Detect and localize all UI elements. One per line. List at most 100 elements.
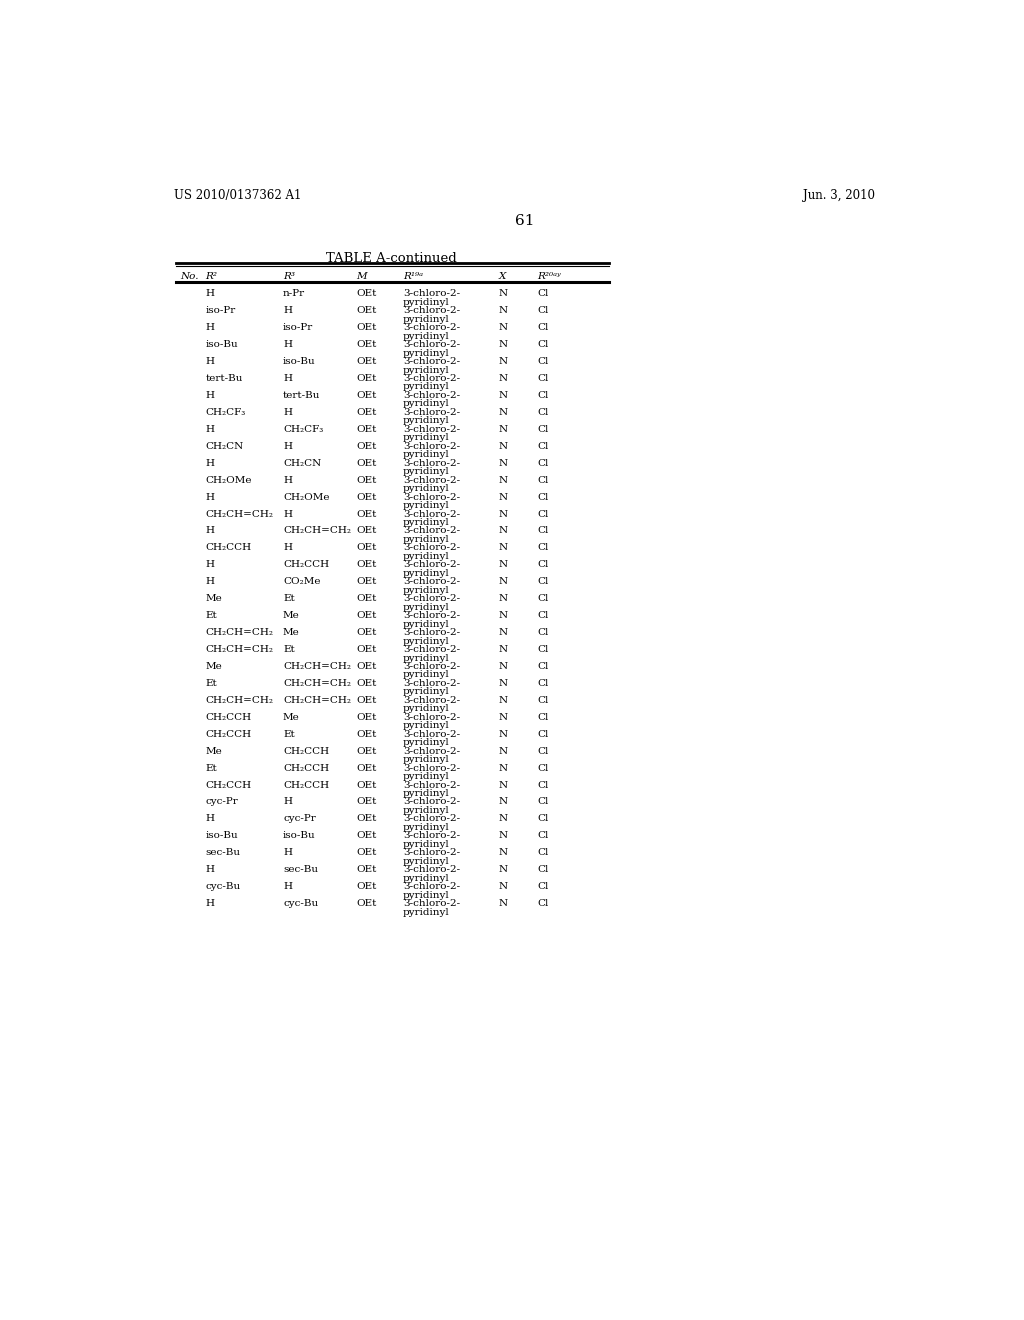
Text: Et: Et: [206, 611, 217, 620]
Text: OEt: OEt: [356, 475, 377, 484]
Text: CH₂CCH: CH₂CCH: [206, 730, 252, 739]
Text: CH₂CF₃: CH₂CF₃: [283, 425, 324, 434]
Text: Cl: Cl: [538, 696, 549, 705]
Text: Cl: Cl: [538, 391, 549, 400]
Text: cyc-Pr: cyc-Pr: [206, 797, 239, 807]
Text: Cl: Cl: [538, 763, 549, 772]
Text: N: N: [499, 763, 508, 772]
Text: 3-chloro-2-: 3-chloro-2-: [403, 713, 460, 722]
Text: 3-chloro-2-: 3-chloro-2-: [403, 611, 460, 620]
Text: pyridinyl: pyridinyl: [403, 738, 450, 747]
Text: Cl: Cl: [538, 492, 549, 502]
Text: cyc-Bu: cyc-Bu: [283, 899, 318, 908]
Text: OEt: OEt: [356, 678, 377, 688]
Text: N: N: [499, 678, 508, 688]
Text: Cl: Cl: [538, 358, 549, 366]
Text: Cl: Cl: [538, 341, 549, 348]
Text: R¹⁹ᵃ: R¹⁹ᵃ: [403, 272, 423, 281]
Text: iso-Bu: iso-Bu: [206, 341, 239, 348]
Text: R³: R³: [283, 272, 295, 281]
Text: Cl: Cl: [538, 797, 549, 807]
Text: CH₂CCH: CH₂CCH: [206, 780, 252, 789]
Text: pyridinyl: pyridinyl: [403, 840, 450, 849]
Text: 3-chloro-2-: 3-chloro-2-: [403, 780, 460, 789]
Text: H: H: [206, 289, 214, 298]
Text: 3-chloro-2-: 3-chloro-2-: [403, 882, 460, 891]
Text: N: N: [499, 341, 508, 348]
Text: Me: Me: [206, 594, 222, 603]
Text: OEt: OEt: [356, 459, 377, 467]
Text: 3-chloro-2-: 3-chloro-2-: [403, 306, 460, 315]
Text: pyridinyl: pyridinyl: [403, 755, 450, 764]
Text: Jun. 3, 2010: Jun. 3, 2010: [803, 189, 876, 202]
Text: iso-Bu: iso-Bu: [283, 358, 315, 366]
Text: 3-chloro-2-: 3-chloro-2-: [403, 678, 460, 688]
Text: 3-chloro-2-: 3-chloro-2-: [403, 814, 460, 824]
Text: CH₂CCH: CH₂CCH: [283, 561, 329, 569]
Text: OEt: OEt: [356, 442, 377, 450]
Text: OEt: OEt: [356, 492, 377, 502]
Text: OEt: OEt: [356, 747, 377, 755]
Text: pyridinyl: pyridinyl: [403, 298, 450, 306]
Text: Cl: Cl: [538, 645, 549, 653]
Text: Cl: Cl: [538, 814, 549, 824]
Text: pyridinyl: pyridinyl: [403, 772, 450, 781]
Text: N: N: [499, 323, 508, 333]
Text: pyridinyl: pyridinyl: [403, 416, 450, 425]
Text: OEt: OEt: [356, 849, 377, 857]
Text: X: X: [499, 272, 506, 281]
Text: No.: No.: [180, 272, 200, 281]
Text: H: H: [283, 306, 292, 315]
Text: N: N: [499, 442, 508, 450]
Text: pyridinyl: pyridinyl: [403, 603, 450, 611]
Text: CH₂CCH: CH₂CCH: [283, 780, 329, 789]
Text: pyridinyl: pyridinyl: [403, 535, 450, 544]
Text: 3-chloro-2-: 3-chloro-2-: [403, 425, 460, 434]
Text: 3-chloro-2-: 3-chloro-2-: [403, 594, 460, 603]
Text: CH₂CCH: CH₂CCH: [206, 713, 252, 722]
Text: Cl: Cl: [538, 374, 549, 383]
Text: CH₂CN: CH₂CN: [283, 459, 322, 467]
Text: 3-chloro-2-: 3-chloro-2-: [403, 358, 460, 366]
Text: H: H: [206, 866, 214, 874]
Text: Cl: Cl: [538, 561, 549, 569]
Text: CH₂CCH: CH₂CCH: [206, 544, 252, 552]
Text: 3-chloro-2-: 3-chloro-2-: [403, 797, 460, 807]
Text: 3-chloro-2-: 3-chloro-2-: [403, 408, 460, 417]
Text: sec-Bu: sec-Bu: [206, 849, 241, 857]
Text: pyridinyl: pyridinyl: [403, 874, 450, 883]
Text: 3-chloro-2-: 3-chloro-2-: [403, 763, 460, 772]
Text: Cl: Cl: [538, 628, 549, 638]
Text: pyridinyl: pyridinyl: [403, 891, 450, 900]
Text: 3-chloro-2-: 3-chloro-2-: [403, 391, 460, 400]
Text: N: N: [499, 866, 508, 874]
Text: 3-chloro-2-: 3-chloro-2-: [403, 730, 460, 739]
Text: H: H: [206, 459, 214, 467]
Text: Cl: Cl: [538, 594, 549, 603]
Text: N: N: [499, 289, 508, 298]
Text: iso-Bu: iso-Bu: [206, 832, 239, 841]
Text: H: H: [283, 510, 292, 519]
Text: OEt: OEt: [356, 306, 377, 315]
Text: OEt: OEt: [356, 510, 377, 519]
Text: N: N: [499, 544, 508, 552]
Text: tert-Bu: tert-Bu: [283, 391, 321, 400]
Text: pyridinyl: pyridinyl: [403, 807, 450, 814]
Text: H: H: [283, 442, 292, 450]
Text: pyridinyl: pyridinyl: [403, 822, 450, 832]
Text: Cl: Cl: [538, 408, 549, 417]
Text: 3-chloro-2-: 3-chloro-2-: [403, 459, 460, 467]
Text: 3-chloro-2-: 3-chloro-2-: [403, 475, 460, 484]
Text: CH₂CH=CH₂: CH₂CH=CH₂: [206, 696, 273, 705]
Text: 3-chloro-2-: 3-chloro-2-: [403, 289, 460, 298]
Text: CH₂CH=CH₂: CH₂CH=CH₂: [283, 663, 351, 671]
Text: OEt: OEt: [356, 763, 377, 772]
Text: N: N: [499, 594, 508, 603]
Text: OEt: OEt: [356, 358, 377, 366]
Text: N: N: [499, 797, 508, 807]
Text: 3-chloro-2-: 3-chloro-2-: [403, 492, 460, 502]
Text: CH₂OMe: CH₂OMe: [283, 492, 330, 502]
Text: OEt: OEt: [356, 899, 377, 908]
Text: N: N: [499, 459, 508, 467]
Text: H: H: [283, 475, 292, 484]
